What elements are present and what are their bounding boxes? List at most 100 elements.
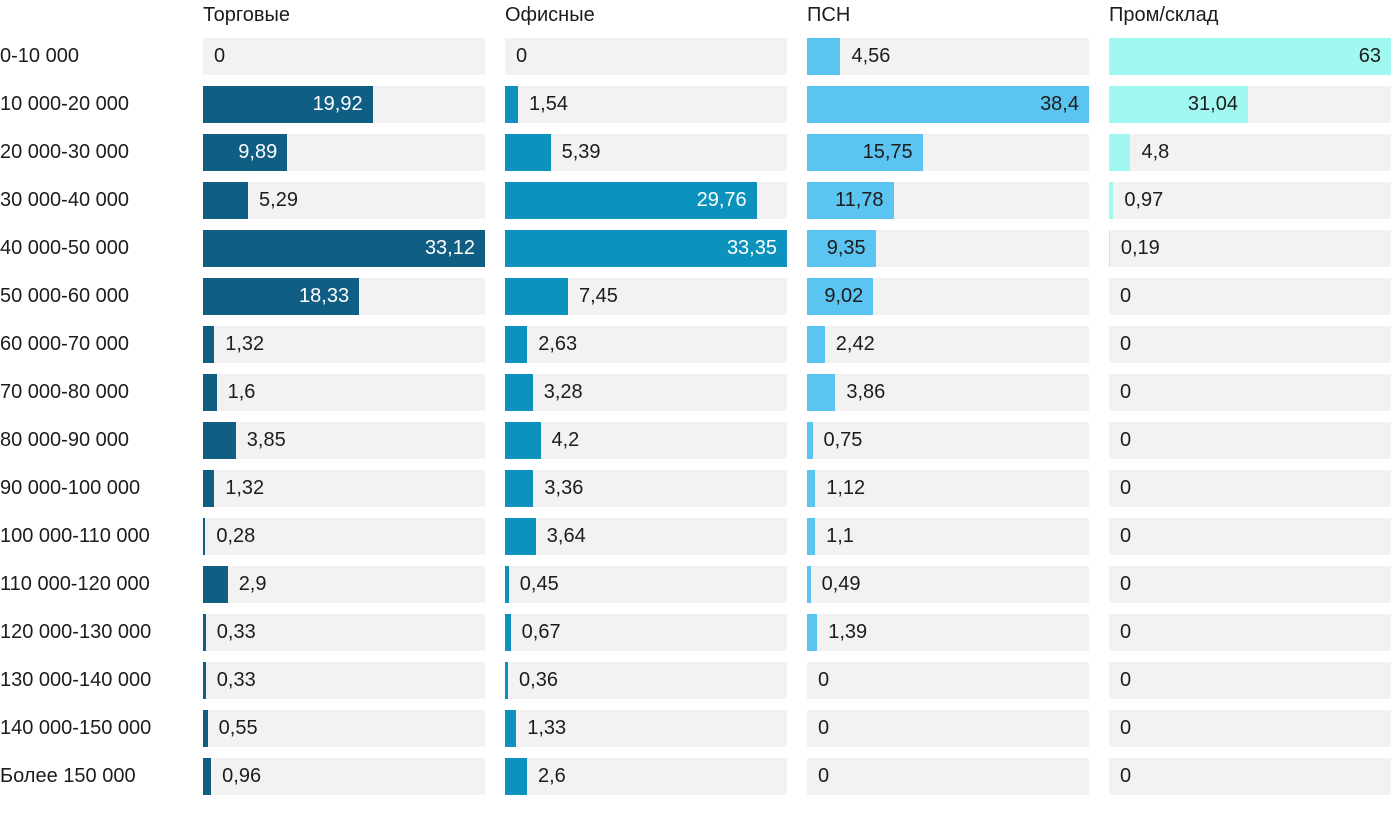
bar-value-label: 0	[818, 669, 830, 691]
bar-value-label: 33,12	[424, 237, 475, 259]
bar-cell: 0	[1109, 566, 1391, 603]
bar-cell: 19,92	[203, 86, 485, 123]
bar-value-label: 2,63	[538, 333, 578, 355]
bar-value-label: 0	[1120, 525, 1132, 547]
bar-value-label: 0	[1120, 477, 1132, 499]
bar-value-label: 0,55	[218, 717, 258, 739]
bar-value-label: 5,39	[561, 141, 601, 163]
bar-cell: 0	[807, 758, 1089, 795]
bar-value-label: 0	[1120, 429, 1132, 451]
bar-cell: 9,89	[203, 134, 485, 171]
bar-cell: 0	[807, 662, 1089, 699]
row-label: Более 150 000	[0, 765, 136, 787]
bar-cell: 2,42	[807, 326, 1089, 363]
bar-cell: 0,96	[203, 758, 485, 795]
row-label: 30 000-40 000	[0, 189, 130, 211]
bar-cell: 9,35	[807, 230, 1089, 267]
bar	[807, 566, 811, 603]
bar-value-label: 1,54	[529, 93, 568, 115]
bar	[807, 230, 876, 267]
bar	[807, 278, 874, 315]
bar	[807, 134, 923, 171]
row-label: 90 000-100 000	[0, 477, 141, 499]
bar	[203, 326, 215, 363]
bar-cell: 5,39	[505, 134, 787, 171]
row-label: 20 000-30 000	[0, 141, 130, 163]
column-header: Торговые	[203, 4, 291, 26]
bar-value-label: 5,29	[259, 189, 298, 211]
bar-value-label: 0,33	[216, 621, 256, 643]
bar	[203, 182, 249, 219]
bar-value-label: 0	[516, 45, 528, 67]
bar-cell: 0	[1109, 518, 1391, 555]
bar-cell: 11,78	[807, 182, 1089, 219]
bar-value-label: 0	[1120, 573, 1132, 595]
bar-value-label: 15,75	[862, 141, 913, 163]
bar-value-label: 9,02	[824, 285, 864, 307]
bar-value-label: 3,36	[544, 477, 584, 499]
bar	[1109, 182, 1114, 219]
bar-value-label: 0	[214, 45, 226, 67]
row-label: 70 000-80 000	[0, 381, 130, 403]
bar-value-label: 0	[1120, 621, 1132, 643]
bar	[203, 758, 212, 795]
bar-cell: 31,04	[1109, 86, 1391, 123]
bar-cell: 2,63	[505, 326, 787, 363]
bar-cell: 7,45	[505, 278, 787, 315]
corner-spacer	[0, 0, 183, 38]
bar-cell: 0	[807, 710, 1089, 747]
bar	[505, 278, 568, 315]
bar-cell: 29,76	[505, 182, 787, 219]
bar-value-label: 0,45	[519, 573, 559, 595]
row-label: 50 000-60 000	[0, 285, 130, 307]
bar-value-label: 1,33	[527, 717, 567, 739]
bar-value-label: 38,4	[1040, 93, 1079, 115]
bar-cell: 0,97	[1109, 182, 1391, 219]
row-label: 10 000-20 000	[0, 93, 130, 115]
bar-value-label: 9,89	[238, 141, 278, 163]
bar-cell: 1,54	[505, 86, 787, 123]
bar-value-label: 0,36	[519, 669, 558, 691]
bar-cell: 0	[1109, 374, 1391, 411]
bar-value-label: 0,67	[521, 621, 561, 643]
bar	[505, 230, 787, 267]
bar-value-label: 2,9	[238, 573, 267, 595]
bar-value-label: 1,32	[225, 477, 265, 499]
bar	[505, 470, 534, 507]
bar	[203, 470, 215, 507]
bar-value-label: 1,12	[826, 477, 866, 499]
row-label: 0-10 000	[0, 45, 79, 67]
bar-value-label: 19,92	[312, 93, 363, 115]
bar-value-label: 0	[1120, 669, 1132, 691]
bar	[203, 422, 236, 459]
bar-cell: 0	[1109, 326, 1391, 363]
bar-cell: 15,75	[807, 134, 1089, 171]
bar-cell: 1,12	[807, 470, 1089, 507]
bar-value-label: 0	[818, 717, 830, 739]
row-label: 40 000-50 000	[0, 237, 130, 259]
bar-cell: 0	[203, 38, 485, 75]
bar-cell: 0	[1109, 614, 1391, 651]
bar-cell: 0,67	[505, 614, 787, 651]
bar-value-label: 0,19	[1120, 237, 1160, 259]
bar-cell: 0,36	[505, 662, 787, 699]
bar-value-label: 0,96	[222, 765, 262, 787]
column-header: Офисные	[505, 4, 595, 26]
bar	[807, 518, 816, 555]
bar	[505, 758, 527, 795]
bar-cell: 0,33	[203, 662, 485, 699]
row-label: 130 000-140 000	[0, 669, 152, 691]
bar	[505, 422, 541, 459]
bar	[203, 710, 208, 747]
bar-cell: 1,32	[203, 326, 485, 363]
bar	[505, 182, 757, 219]
bar	[807, 38, 841, 75]
bar-cell: 3,36	[505, 470, 787, 507]
bar-cell: 0	[1109, 662, 1391, 699]
bar-cell: 1,33	[505, 710, 787, 747]
row-label: 80 000-90 000	[0, 429, 130, 451]
bar-value-label: 0,28	[216, 525, 256, 547]
bar-value-label: 31,04	[1187, 93, 1238, 115]
bar-cell: 0,28	[203, 518, 485, 555]
bar-value-label: 3,64	[546, 525, 586, 547]
